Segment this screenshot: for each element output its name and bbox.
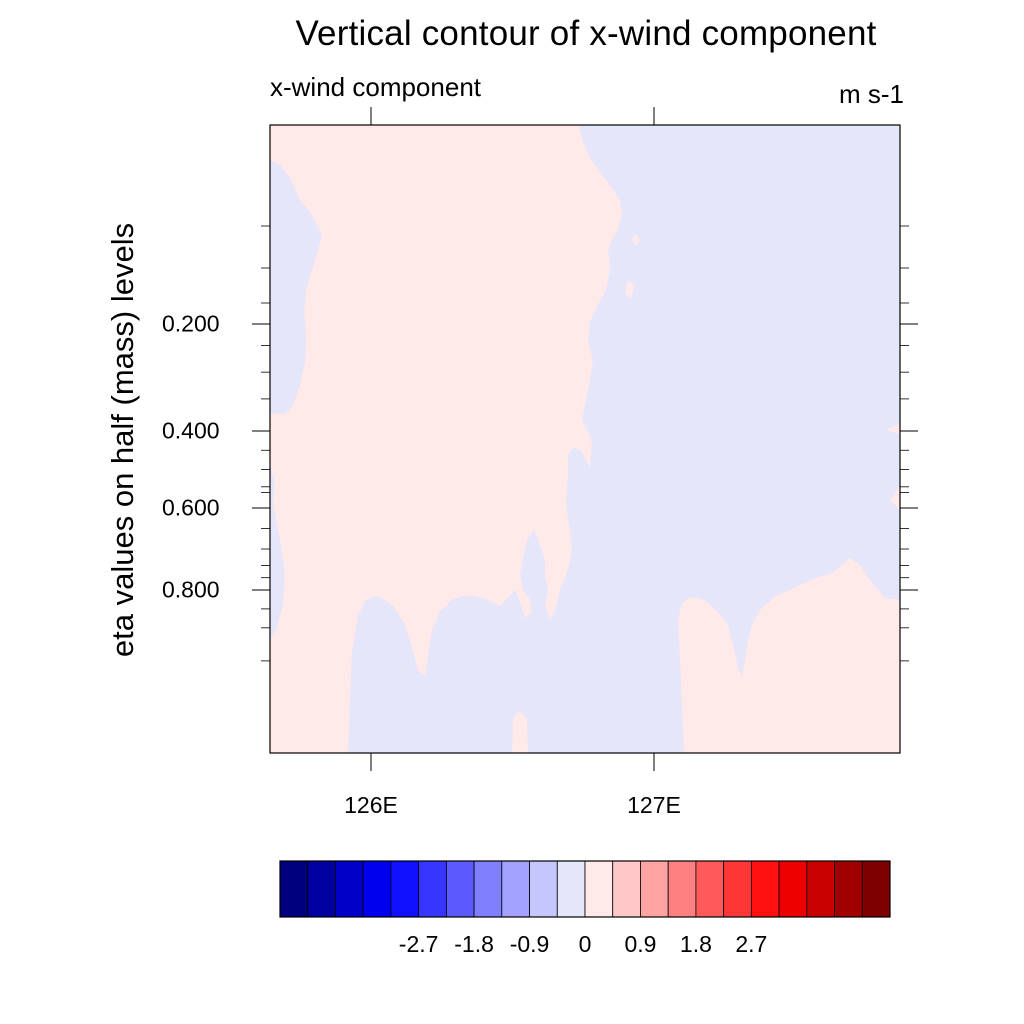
y-tick-label: 0.200 [162,310,220,337]
colorbar-swatch [640,860,669,918]
colorbar-swatch [418,860,447,918]
positive-island-upper [625,280,635,298]
colorbar-label: -0.9 [509,931,550,957]
colorbar-swatch [501,860,530,918]
colorbar-swatch [750,860,780,918]
positive-island-right [818,668,840,753]
colorbar-label: -2.7 [398,931,439,957]
colorbar-swatch [390,860,420,918]
colorbar-swatch [806,860,835,918]
y-tick-label: 0.600 [162,494,220,521]
colorbar-swatch [556,860,586,918]
colorbar-swatch [695,860,725,918]
colorbar-swatch [307,860,336,918]
y-tick-label: 0.800 [162,576,220,603]
colorbar-swatch [445,860,475,918]
plot-area [270,125,900,753]
colorbar-swatch [529,860,558,918]
chart-title: Vertical contour of x-wind component [295,14,877,53]
units-label: m s-1 [839,79,904,109]
colorbar-label: 0 [578,931,592,957]
positive-island-edge [632,234,640,246]
colorbar-swatch [584,860,614,918]
variable-name: x-wind component [270,72,481,102]
negative-spot [575,612,581,630]
colorbar-swatch [279,860,309,918]
colorbar-label: 2.7 [735,931,768,957]
plot-frame [252,107,918,771]
colorbar-label: -1.8 [454,931,494,957]
colorbar-swatch [861,860,891,918]
negative-region-east [348,125,900,753]
colorbar-swatch [362,860,392,918]
colorbar [279,860,891,918]
negative-region-west-low [270,468,285,640]
colorbar-swatch [473,860,503,918]
colorbar-label: 0.9 [624,931,657,957]
plot-border [269,124,901,754]
x-tick-label: 127E [627,792,681,818]
colorbar-swatch [834,860,863,918]
colorbar-swatch [723,860,752,918]
colorbar-swatch [667,860,697,918]
colorbar-swatch [612,860,641,918]
positive-island-right-2 [844,698,857,753]
x-tick-label: 126E [344,792,398,818]
colorbar-swatch [778,860,808,918]
y-tick-label: 0.400 [162,417,220,444]
colorbar-border [279,860,891,918]
colorbar-swatch [335,860,364,918]
colorbar-label: 1.8 [679,931,712,957]
negative-region-west [270,160,322,414]
